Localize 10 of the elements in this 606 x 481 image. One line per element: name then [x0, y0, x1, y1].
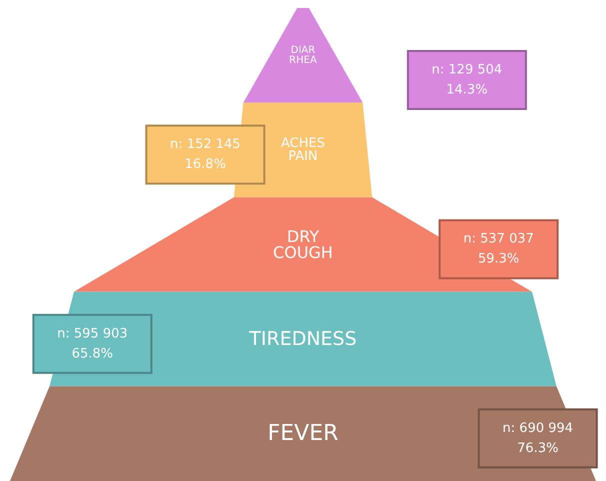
data-label: n: 152 145 16.8% [170, 137, 241, 172]
category-label: ACHES PAIN [281, 136, 325, 164]
category-label: FEVER [268, 421, 338, 446]
category-label: DIAR RHEA [289, 44, 317, 66]
data-label: n: 595 903 65.8% [57, 326, 128, 362]
category-label: DRY COUGH [273, 227, 333, 262]
data-label: n: 690 994 76.3% [502, 420, 574, 456]
category-label: TIREDNESS [248, 328, 357, 350]
data-label: n: 537 037 59.3% [463, 232, 534, 267]
data-label: n: 129 504 14.3% [432, 62, 502, 98]
